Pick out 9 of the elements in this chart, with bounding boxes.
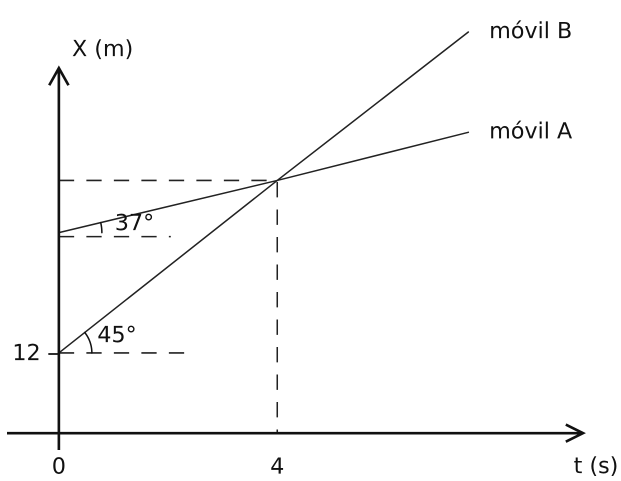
annotation: 37°: [116, 214, 152, 230]
x-tick-label: 4: [271, 457, 284, 474]
annotation: 45°: [98, 326, 135, 342]
series-label: móvil B: [491, 20, 571, 38]
annotation: 12: [14, 344, 38, 360]
x-tick-label: 0: [53, 457, 64, 474]
y-axis-title: X (m): [72, 39, 132, 60]
series-label: móvil A: [491, 120, 572, 139]
x-axis-title: t (s): [574, 456, 616, 476]
